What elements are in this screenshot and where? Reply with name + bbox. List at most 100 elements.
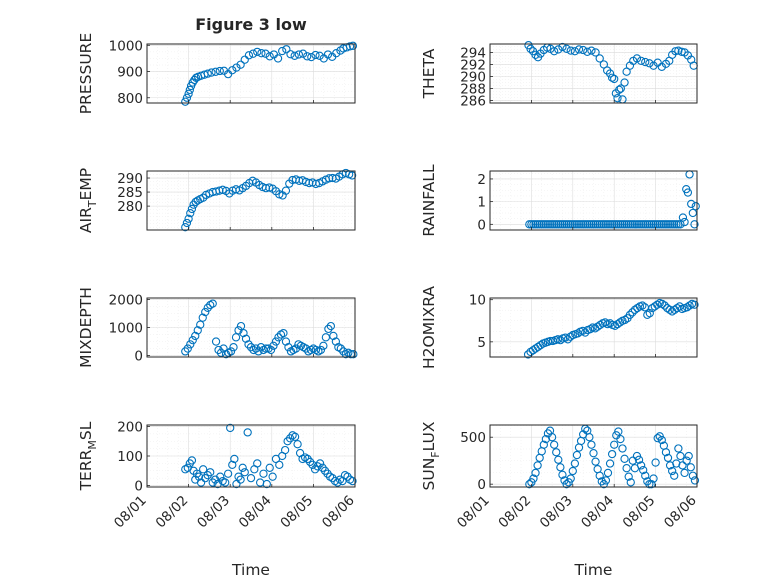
chart-panel: 5 10 H2OMIXRA	[420, 286, 699, 369]
data-point	[670, 471, 679, 480]
y-tick-label: 290	[460, 70, 486, 86]
data-point	[531, 220, 540, 229]
data-point	[271, 337, 281, 346]
y-tick-label: 1000	[109, 321, 143, 337]
data-point	[622, 464, 631, 473]
data-point	[659, 220, 669, 229]
data-point	[308, 460, 317, 470]
data-point	[525, 480, 534, 489]
data-point	[570, 220, 580, 229]
data-point	[201, 307, 210, 317]
data-point	[244, 340, 253, 349]
y-tick-label: 290	[117, 171, 143, 187]
data-point	[628, 220, 637, 229]
data-point	[286, 50, 295, 59]
y-tick-label: 0	[134, 479, 143, 495]
data-point	[626, 220, 635, 229]
data-point	[634, 455, 644, 464]
data-point	[625, 310, 635, 320]
data-point	[253, 47, 262, 57]
data-point	[686, 463, 695, 472]
data-point	[206, 468, 215, 477]
data-point	[346, 350, 355, 359]
chart-panel: 0 1 2 RAINFALL	[420, 164, 700, 237]
data-point	[628, 308, 637, 317]
data-point	[570, 47, 580, 56]
data-point	[634, 220, 644, 229]
data-point	[339, 347, 348, 356]
data-point	[641, 471, 650, 480]
data-point	[266, 345, 276, 355]
data-point	[229, 343, 238, 352]
data-point	[680, 468, 689, 478]
data-point	[556, 220, 565, 229]
data-point	[595, 471, 604, 480]
data-point	[614, 220, 623, 229]
data-point	[618, 444, 627, 453]
data-point	[688, 208, 698, 218]
data-point	[643, 220, 652, 229]
y-axis-label: RAINFALL	[420, 164, 438, 237]
axes-frame	[489, 424, 698, 488]
data-point	[597, 220, 606, 229]
data-point	[191, 331, 200, 341]
data-point	[599, 220, 608, 229]
data-point	[232, 63, 241, 72]
data-point	[572, 220, 582, 229]
x-tick-label: 08/04	[236, 493, 275, 532]
data-point	[347, 171, 357, 180]
data-point	[674, 444, 683, 453]
y-tick-label: 5	[477, 335, 486, 351]
data-point	[657, 220, 666, 229]
data-point	[655, 220, 664, 229]
data-point	[554, 455, 563, 464]
y-tick-label: 1	[477, 195, 486, 211]
data-point	[620, 454, 629, 463]
x-tick-label: 08/01	[454, 493, 493, 532]
data-point	[563, 335, 572, 344]
data-point	[193, 326, 202, 335]
y-axis-label: H2OMIXRA	[420, 286, 438, 369]
data-point	[236, 475, 245, 484]
data-point	[653, 434, 662, 443]
data-point	[282, 45, 291, 54]
y-tick-label: 200	[117, 419, 143, 435]
data-point	[228, 460, 237, 470]
data-point	[690, 476, 700, 485]
data-point	[685, 301, 694, 310]
data-point	[545, 220, 555, 229]
data-point	[690, 300, 699, 309]
data-point	[244, 51, 254, 60]
data-point	[678, 461, 687, 470]
data-point	[185, 85, 194, 95]
data-point	[632, 220, 642, 229]
data-point	[622, 220, 631, 229]
data-point	[293, 440, 302, 449]
y-axis-label: SUNFLUX	[420, 421, 442, 490]
data-point	[329, 331, 338, 341]
data-point	[207, 68, 216, 77]
data-point	[678, 213, 688, 222]
data-point	[348, 476, 357, 486]
data-point	[566, 46, 575, 55]
data-point	[583, 220, 592, 229]
data-point	[680, 217, 689, 227]
data-point	[246, 473, 256, 483]
data-point	[636, 220, 646, 229]
y-tick-label: 2000	[109, 292, 143, 308]
data-point	[526, 44, 535, 53]
data-point	[636, 461, 646, 470]
data-point	[203, 69, 212, 78]
data-point	[184, 89, 193, 98]
data-point	[541, 220, 551, 229]
chart-panel: 0 1000 2000 MIXDEPTH	[77, 287, 358, 368]
data-point	[539, 220, 548, 229]
data-point	[585, 220, 594, 229]
data-point	[280, 445, 290, 455]
data-point	[311, 50, 320, 60]
chart-panel: 0 500 08/01 08/02 08/03 08/04 08/05 08/06 SUNFLU…	[420, 421, 700, 579]
data-point	[186, 208, 195, 218]
y-tick-label: 0	[477, 477, 486, 493]
data-point	[620, 78, 629, 87]
data-point	[182, 93, 192, 102]
